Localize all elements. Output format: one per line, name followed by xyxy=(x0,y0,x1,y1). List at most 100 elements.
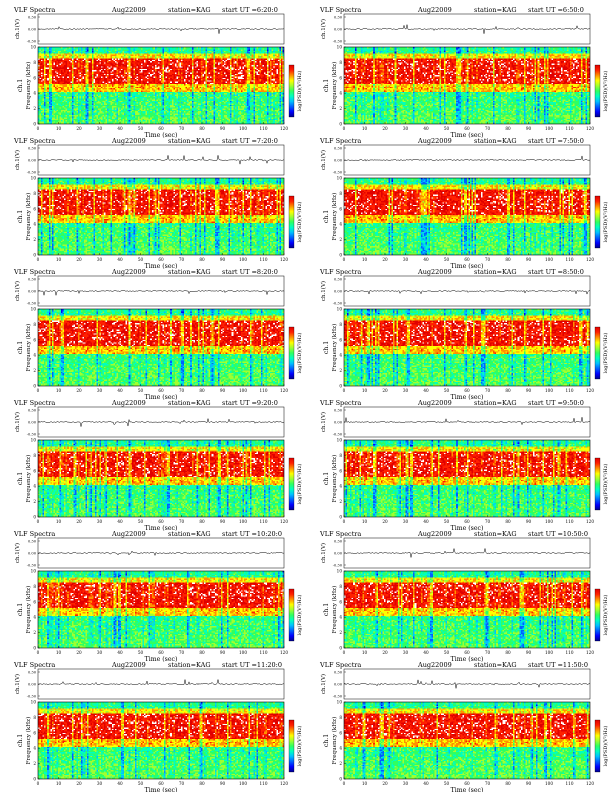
x-tick-label: 60 xyxy=(158,650,164,655)
x-axis-label: Time (sec) xyxy=(145,656,178,663)
y-tick-label: 0 xyxy=(339,515,342,520)
panel-date: Aug22009 xyxy=(417,530,452,538)
trace-ylabel: ch.1(V) xyxy=(320,19,327,39)
y-tick-label: 8 xyxy=(339,322,342,327)
panel-date: Aug22009 xyxy=(111,137,146,145)
x-tick-label: 70 xyxy=(179,519,185,524)
y-tick-label: 0 xyxy=(33,777,36,782)
spectrogram-image xyxy=(344,309,590,386)
spectrogram-panel: VLF Spectra Aug22009 station=KAG start UT =… xyxy=(13,661,303,794)
y-tick-label: 2 xyxy=(33,368,36,373)
x-tick-label: 10 xyxy=(56,388,62,393)
y-tick-label: 8 xyxy=(339,60,342,65)
x-axis-label: Time (sec) xyxy=(451,656,484,663)
y-tick-label: 0 xyxy=(33,122,36,127)
x-tick-label: 100 xyxy=(239,781,247,786)
x-tick-label: 50 xyxy=(138,257,144,262)
x-tick-label: 30 xyxy=(97,781,103,786)
trace-ylabel: ch.1(V) xyxy=(14,19,21,39)
y-tick-label: 8 xyxy=(33,584,36,589)
x-tick-label: 70 xyxy=(485,388,491,393)
x-tick-label: 30 xyxy=(403,257,409,262)
colorbar-label: log(PSD)(V²/Hz) xyxy=(602,333,609,374)
x-tick-label: 110 xyxy=(566,781,574,786)
channel-label: ch.1 xyxy=(17,79,24,92)
y-tick-label: 2 xyxy=(339,630,342,635)
x-tick-label: 60 xyxy=(158,781,164,786)
panel-date: Aug22009 xyxy=(417,6,452,14)
x-tick-label: 120 xyxy=(586,650,594,655)
spectrogram-image xyxy=(344,440,590,517)
x-tick-label: 10 xyxy=(362,519,368,524)
x-tick-label: 50 xyxy=(444,781,450,786)
colorbar xyxy=(594,195,601,249)
panel-title: VLF Spectra xyxy=(319,137,361,145)
colorbar xyxy=(594,457,601,511)
trace-tick-label: -0.30 xyxy=(27,564,37,568)
x-tick-label: 0 xyxy=(37,650,40,655)
x-tick-label: 20 xyxy=(76,126,82,131)
x-tick-label: 110 xyxy=(260,781,268,786)
y-tick-label: 8 xyxy=(339,453,342,458)
x-tick-label: 100 xyxy=(545,257,553,262)
panel-station: station=KAG xyxy=(168,661,211,669)
x-tick-label: 70 xyxy=(179,388,185,393)
x-tick-label: 120 xyxy=(586,388,594,393)
x-tick-label: 110 xyxy=(566,388,574,393)
x-tick-label: 90 xyxy=(220,388,226,393)
x-tick-label: 50 xyxy=(138,650,144,655)
x-axis-label: Time (sec) xyxy=(451,787,484,792)
panel-start-time: start UT =9:20:0 xyxy=(222,399,278,407)
spectrogram-panel: VLF Spectra Aug22009 station=KAG start UT =… xyxy=(13,399,303,532)
x-tick-label: 10 xyxy=(56,650,62,655)
x-tick-label: 0 xyxy=(343,781,346,786)
panel-date: Aug22009 xyxy=(111,6,146,14)
colorbar xyxy=(594,588,601,642)
x-tick-label: 60 xyxy=(158,257,164,262)
x-tick-label: 40 xyxy=(423,650,429,655)
x-tick-label: 120 xyxy=(280,126,288,131)
y-tick-label: 6 xyxy=(33,599,36,604)
x-tick-label: 30 xyxy=(403,519,409,524)
colorbar xyxy=(288,719,295,773)
x-tick-label: 70 xyxy=(179,126,185,131)
y-tick-label: 6 xyxy=(33,468,36,473)
x-tick-label: 80 xyxy=(199,650,205,655)
panel-start-time: start UT =11:20:0 xyxy=(222,661,282,669)
x-tick-label: 100 xyxy=(545,388,553,393)
x-tick-label: 60 xyxy=(464,126,470,131)
trace-tick-label: 0.30 xyxy=(28,540,37,544)
panel-start-time: start UT =7:50:0 xyxy=(528,137,584,145)
x-tick-label: 0 xyxy=(37,257,40,262)
x-tick-label: 80 xyxy=(505,257,511,262)
panel-station: station=KAG xyxy=(168,137,211,145)
x-tick-label: 100 xyxy=(239,519,247,524)
y-axis-label: Frequency (kHz) xyxy=(25,324,32,372)
x-tick-label: 50 xyxy=(138,388,144,393)
panel-station: station=KAG xyxy=(474,6,517,14)
y-tick-label: 0 xyxy=(33,646,36,651)
trace-tick-label: 0.00 xyxy=(334,290,343,294)
trace-tick-label: -0.30 xyxy=(27,40,37,44)
trace-waveform xyxy=(37,417,285,427)
y-tick-label: 6 xyxy=(33,75,36,80)
x-tick-label: 40 xyxy=(117,781,123,786)
x-tick-label: 30 xyxy=(97,388,103,393)
trace-tick-label: 0.30 xyxy=(334,409,343,413)
x-tick-label: 120 xyxy=(280,650,288,655)
x-axis-label: Time (sec) xyxy=(145,263,178,270)
x-tick-label: 20 xyxy=(76,519,82,524)
panel-station: station=KAG xyxy=(474,137,517,145)
x-tick-label: 30 xyxy=(403,781,409,786)
trace-tick-label: 0.00 xyxy=(28,421,37,425)
x-tick-label: 100 xyxy=(239,126,247,131)
y-axis-label: Frequency (kHz) xyxy=(25,193,32,241)
y-tick-label: 4 xyxy=(339,484,342,489)
channel-label: ch.1 xyxy=(17,734,24,747)
trace-tick-label: 0.00 xyxy=(28,290,37,294)
x-tick-label: 70 xyxy=(485,781,491,786)
x-tick-label: 80 xyxy=(199,781,205,786)
panel-title: VLF Spectra xyxy=(13,530,55,538)
channel-label: ch.1 xyxy=(323,79,330,92)
y-tick-label: 10 xyxy=(337,569,343,574)
